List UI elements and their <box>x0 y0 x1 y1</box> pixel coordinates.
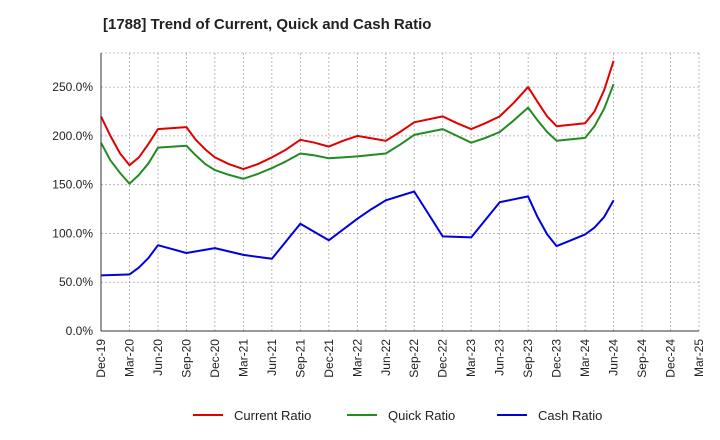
x-tick-label: Dec-23 <box>550 339 564 378</box>
series-lines <box>100 60 615 277</box>
x-tick-label: Sep-24 <box>635 339 649 378</box>
x-tick-label: Dec-24 <box>664 339 678 378</box>
y-tick-label: 150.0% <box>52 178 93 192</box>
x-tick-label: Sep-21 <box>293 339 307 378</box>
current-ratio-line <box>100 60 615 171</box>
x-tick-label: Mar-23 <box>464 339 478 377</box>
x-tick-label: Jun-21 <box>265 339 279 376</box>
x-tick-label: Jun-24 <box>607 339 621 376</box>
current-ratio-legend-label: Current Ratio <box>234 408 311 423</box>
axes: 0.0% 50.0% 100.0% 150.0% 200.0% 250.0% Dec-19 M… <box>52 53 706 378</box>
chart-title: [1788] Trend of Current, Quick and Cash … <box>103 16 431 33</box>
x-tick-label: Sep-22 <box>407 339 421 378</box>
x-tick-label: Mar-22 <box>350 339 364 377</box>
legend: Current Ratio Quick Ratio Cash Ratio <box>193 408 602 423</box>
x-tick-label: Dec-21 <box>322 339 336 378</box>
y-tick-label: 50.0% <box>59 275 93 289</box>
cash-ratio-line <box>100 190 615 277</box>
quick-ratio-line <box>100 83 615 185</box>
x-tick-label: Mar-20 <box>122 339 136 377</box>
cash-ratio-legend-label: Cash Ratio <box>538 408 602 423</box>
x-tick-label: Sep-23 <box>521 339 535 378</box>
x-tick-label: Jun-20 <box>151 339 165 376</box>
y-tick-label: 250.0% <box>52 80 93 94</box>
y-tick-label: 0.0% <box>66 324 94 338</box>
y-tick-label: 200.0% <box>52 129 93 143</box>
x-tick-label: Dec-19 <box>94 339 108 378</box>
x-tick-label: Mar-21 <box>236 339 250 377</box>
x-tick-label: Dec-22 <box>436 339 450 378</box>
x-tick-label: Dec-20 <box>208 339 222 378</box>
x-tick-label: Sep-20 <box>179 339 193 378</box>
x-tick-label: Mar-25 <box>692 339 706 377</box>
x-tick-label: Jun-23 <box>493 339 507 376</box>
y-tick-label: 100.0% <box>52 226 93 240</box>
x-tick-label: Mar-24 <box>578 339 592 377</box>
x-tick-label: Jun-22 <box>379 339 393 376</box>
quick-ratio-legend-label: Quick Ratio <box>388 408 455 423</box>
